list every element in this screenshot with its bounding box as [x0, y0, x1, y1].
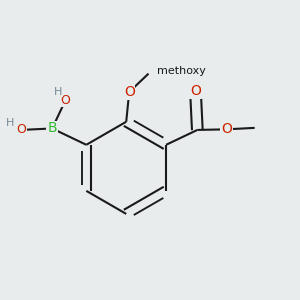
- Text: O: O: [190, 84, 201, 98]
- Text: methoxy: methoxy: [158, 66, 206, 76]
- Text: H: H: [54, 87, 62, 97]
- Text: O: O: [124, 85, 135, 99]
- Text: O: O: [16, 123, 26, 136]
- Text: H: H: [5, 118, 14, 128]
- Text: O: O: [61, 94, 70, 107]
- Text: B: B: [47, 122, 57, 136]
- Text: O: O: [221, 122, 232, 136]
